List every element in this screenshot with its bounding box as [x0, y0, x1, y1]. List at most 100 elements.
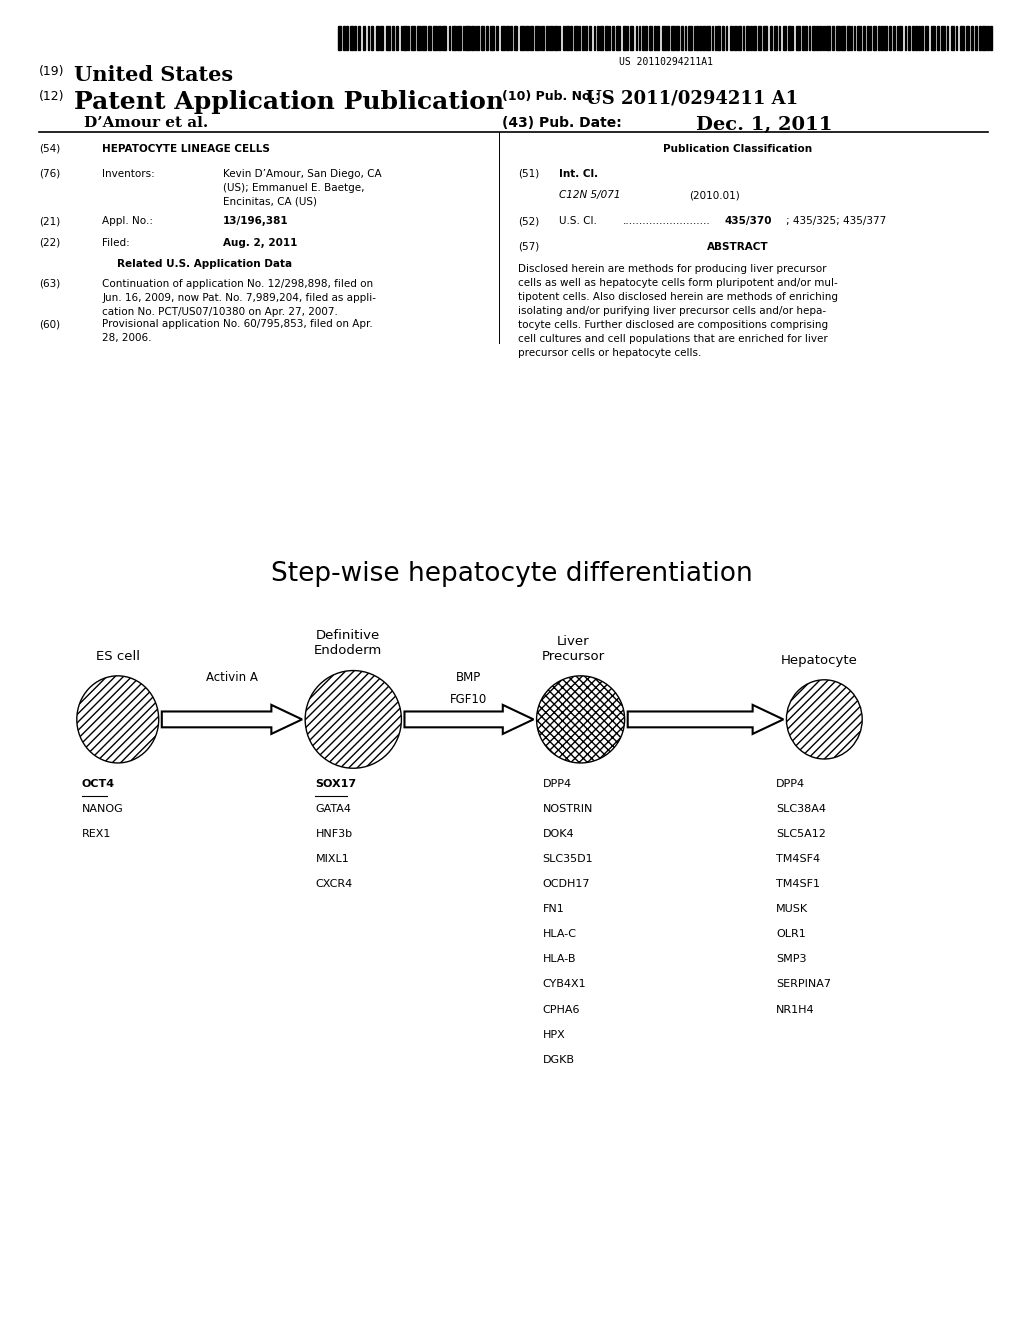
- Text: SLC38A4: SLC38A4: [776, 804, 826, 814]
- Bar: [824, 26, 825, 50]
- Text: (76): (76): [39, 169, 60, 180]
- Bar: [433, 26, 437, 50]
- Bar: [872, 26, 876, 50]
- Bar: [574, 26, 578, 50]
- Bar: [947, 26, 948, 50]
- Bar: [530, 26, 534, 50]
- Bar: [816, 26, 817, 50]
- Bar: [681, 26, 683, 50]
- Bar: [743, 26, 744, 50]
- Text: (63): (63): [39, 279, 60, 289]
- Bar: [931, 26, 935, 50]
- Bar: [982, 26, 986, 50]
- Text: HLA-B: HLA-B: [543, 954, 577, 965]
- Text: DOK4: DOK4: [543, 829, 574, 840]
- Text: Publication Classification: Publication Classification: [663, 144, 812, 154]
- Bar: [836, 26, 840, 50]
- Bar: [893, 26, 895, 50]
- Ellipse shape: [537, 676, 625, 763]
- Bar: [396, 26, 398, 50]
- Text: BMP: BMP: [457, 671, 481, 684]
- Ellipse shape: [77, 676, 159, 763]
- Bar: [644, 26, 646, 50]
- Text: US 2011/0294211 A1: US 2011/0294211 A1: [586, 90, 798, 108]
- Bar: [350, 26, 352, 50]
- Text: NANOG: NANOG: [82, 804, 124, 814]
- Text: Activin A: Activin A: [206, 671, 258, 684]
- Text: (57): (57): [518, 242, 540, 252]
- Text: CPHA6: CPHA6: [543, 1005, 581, 1015]
- Text: MIXL1: MIXL1: [315, 854, 349, 865]
- Text: (54): (54): [39, 144, 60, 154]
- Bar: [729, 26, 732, 50]
- Bar: [372, 26, 374, 50]
- Text: Hepatocyte: Hepatocyte: [780, 653, 858, 667]
- Text: SERPINA7: SERPINA7: [776, 979, 831, 990]
- Bar: [841, 26, 845, 50]
- Bar: [899, 26, 902, 50]
- Bar: [975, 26, 977, 50]
- Text: DPP4: DPP4: [776, 779, 805, 789]
- Bar: [959, 26, 964, 50]
- Text: DGKB: DGKB: [543, 1055, 574, 1065]
- Text: REX1: REX1: [82, 829, 112, 840]
- FancyArrow shape: [162, 705, 302, 734]
- Text: Dec. 1, 2011: Dec. 1, 2011: [696, 116, 833, 135]
- FancyArrow shape: [628, 705, 783, 734]
- Bar: [805, 26, 807, 50]
- Bar: [746, 26, 749, 50]
- Bar: [796, 26, 800, 50]
- Bar: [733, 26, 736, 50]
- Text: FN1: FN1: [543, 904, 564, 915]
- Bar: [706, 26, 710, 50]
- Bar: [656, 26, 658, 50]
- Bar: [452, 26, 456, 50]
- Bar: [346, 26, 348, 50]
- Text: SOX17: SOX17: [315, 779, 356, 789]
- Bar: [773, 26, 776, 50]
- Bar: [971, 26, 973, 50]
- Bar: [722, 26, 724, 50]
- Bar: [525, 26, 529, 50]
- Bar: [847, 26, 850, 50]
- Bar: [481, 26, 484, 50]
- Text: SMP3: SMP3: [776, 954, 807, 965]
- Bar: [918, 26, 920, 50]
- Bar: [540, 26, 541, 50]
- Bar: [514, 26, 517, 50]
- Bar: [381, 26, 384, 50]
- Text: SLC5A12: SLC5A12: [776, 829, 826, 840]
- Bar: [477, 26, 479, 50]
- Ellipse shape: [305, 671, 401, 768]
- Bar: [338, 26, 341, 50]
- Bar: [862, 26, 864, 50]
- Bar: [750, 26, 752, 50]
- Text: TM4SF1: TM4SF1: [776, 879, 820, 890]
- Text: FGF10: FGF10: [451, 693, 487, 706]
- Bar: [831, 26, 834, 50]
- Bar: [989, 26, 991, 50]
- Bar: [818, 26, 820, 50]
- Bar: [812, 26, 815, 50]
- Bar: [921, 26, 923, 50]
- Bar: [612, 26, 613, 50]
- Bar: [987, 26, 988, 50]
- Bar: [520, 26, 524, 50]
- Bar: [904, 26, 905, 50]
- Bar: [386, 26, 390, 50]
- Text: Definitive
Endoderm: Definitive Endoderm: [314, 630, 382, 657]
- Text: 435/370: 435/370: [725, 216, 772, 227]
- Bar: [717, 26, 720, 50]
- Text: (2010.01): (2010.01): [689, 190, 740, 201]
- Text: (10) Pub. No.:: (10) Pub. No.:: [502, 90, 600, 103]
- Bar: [623, 26, 626, 50]
- Text: ; 435/325; 435/377: ; 435/325; 435/377: [786, 216, 887, 227]
- Text: Inventors:: Inventors:: [102, 169, 156, 180]
- Text: OCDH17: OCDH17: [543, 879, 590, 890]
- Bar: [763, 26, 767, 50]
- Text: ES cell: ES cell: [96, 649, 139, 663]
- Text: (51): (51): [518, 169, 540, 180]
- Text: Kevin D’Amour, San Diego, CA
(US); Emmanuel E. Baetge,
Encinitas, CA (US): Kevin D’Amour, San Diego, CA (US); Emman…: [223, 169, 382, 207]
- Bar: [956, 26, 957, 50]
- Bar: [368, 26, 370, 50]
